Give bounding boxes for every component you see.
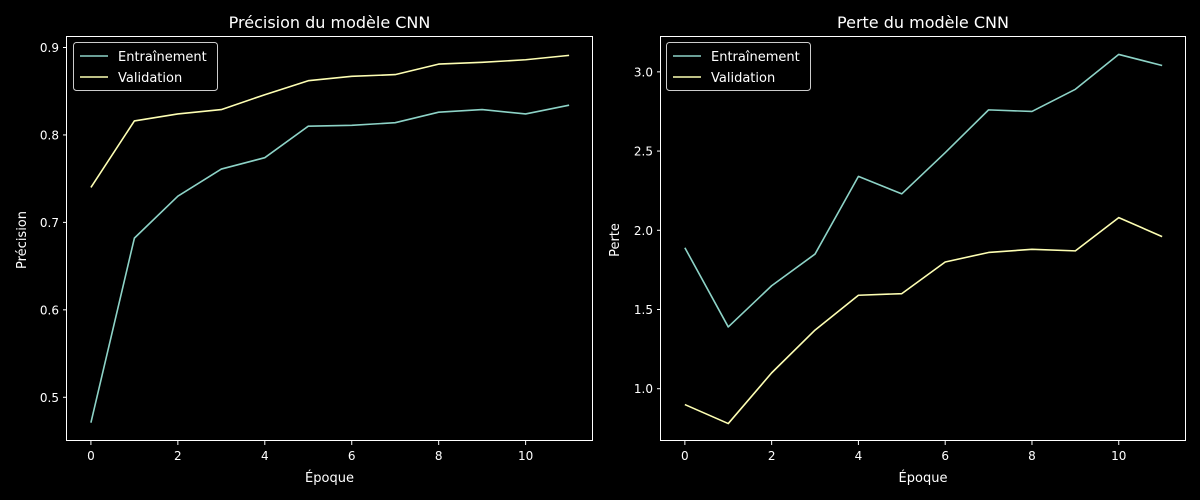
accuracy-x-tick-label: 10 — [518, 449, 533, 463]
accuracy-x-tick-label: 4 — [261, 449, 269, 463]
loss-chart-title: Perte du modèle CNN — [837, 13, 1009, 32]
loss-y-tick-label: 2.5 — [634, 145, 653, 159]
loss-legend-label-validation: Validation — [711, 71, 775, 86]
loss-chart: Perte du modèle CNN Époque Perte 0 2 4 6 8 10… — [608, 13, 1186, 486]
accuracy-series-lines — [90, 54, 570, 423]
loss-y-tick-label: 3.0 — [634, 65, 653, 79]
accuracy-chart: Précision du modèle CNN Époque Précision… — [15, 13, 593, 486]
loss-plot-frame — [660, 36, 1186, 441]
loss-x-tick-label: 6 — [941, 449, 949, 463]
loss-line-validation — [684, 216, 1163, 425]
loss-y-tick-label: 2.0 — [634, 224, 653, 238]
accuracy-x-axis-label: Époque — [305, 470, 354, 486]
accuracy-x-ticks: 0 2 4 6 8 10 — [87, 441, 533, 463]
accuracy-y-ticks: 0.5 0.6 0.7 0.8 0.9 — [40, 41, 67, 405]
loss-line-train — [684, 53, 1163, 328]
accuracy-x-tick-label: 2 — [174, 449, 182, 463]
loss-x-tick-label: 10 — [1111, 449, 1126, 463]
accuracy-y-axis-label: Précision — [15, 211, 30, 269]
loss-legend-label-train: Entraînement — [711, 50, 800, 65]
loss-series-lines — [684, 53, 1163, 425]
accuracy-legend-box — [73, 42, 218, 91]
loss-y-axis-label: Perte — [608, 223, 623, 257]
loss-y-tick-label: 1.5 — [634, 303, 653, 317]
loss-legend: Entraînement Validation — [666, 42, 811, 91]
accuracy-y-tick-label: 0.7 — [40, 216, 59, 230]
loss-x-axis-label: Époque — [899, 470, 948, 486]
accuracy-legend-label-train: Entraînement — [118, 50, 207, 65]
accuracy-plot-frame — [66, 36, 593, 441]
accuracy-line-train — [90, 104, 570, 423]
accuracy-x-tick-label: 0 — [87, 449, 95, 463]
accuracy-y-tick-label: 0.8 — [40, 128, 59, 142]
accuracy-line-validation — [90, 54, 570, 188]
accuracy-x-tick-label: 8 — [435, 449, 443, 463]
loss-x-tick-label: 4 — [855, 449, 863, 463]
accuracy-y-tick-label: 0.9 — [40, 41, 59, 55]
accuracy-chart-title: Précision du modèle CNN — [229, 13, 431, 32]
accuracy-y-tick-label: 0.5 — [40, 391, 59, 405]
accuracy-legend-label-validation: Validation — [118, 71, 182, 86]
accuracy-legend: Entraînement Validation — [73, 42, 218, 91]
loss-legend-box — [666, 42, 811, 91]
loss-x-tick-label: 0 — [681, 449, 689, 463]
loss-x-tick-label: 8 — [1028, 449, 1036, 463]
loss-x-tick-label: 2 — [768, 449, 776, 463]
loss-y-tick-label: 1.0 — [634, 382, 653, 396]
accuracy-y-tick-label: 0.6 — [40, 303, 59, 317]
loss-x-ticks: 0 2 4 6 8 10 — [681, 441, 1126, 463]
loss-y-ticks: 1.0 1.5 2.0 2.5 3.0 — [634, 65, 661, 396]
accuracy-x-tick-label: 6 — [348, 449, 356, 463]
